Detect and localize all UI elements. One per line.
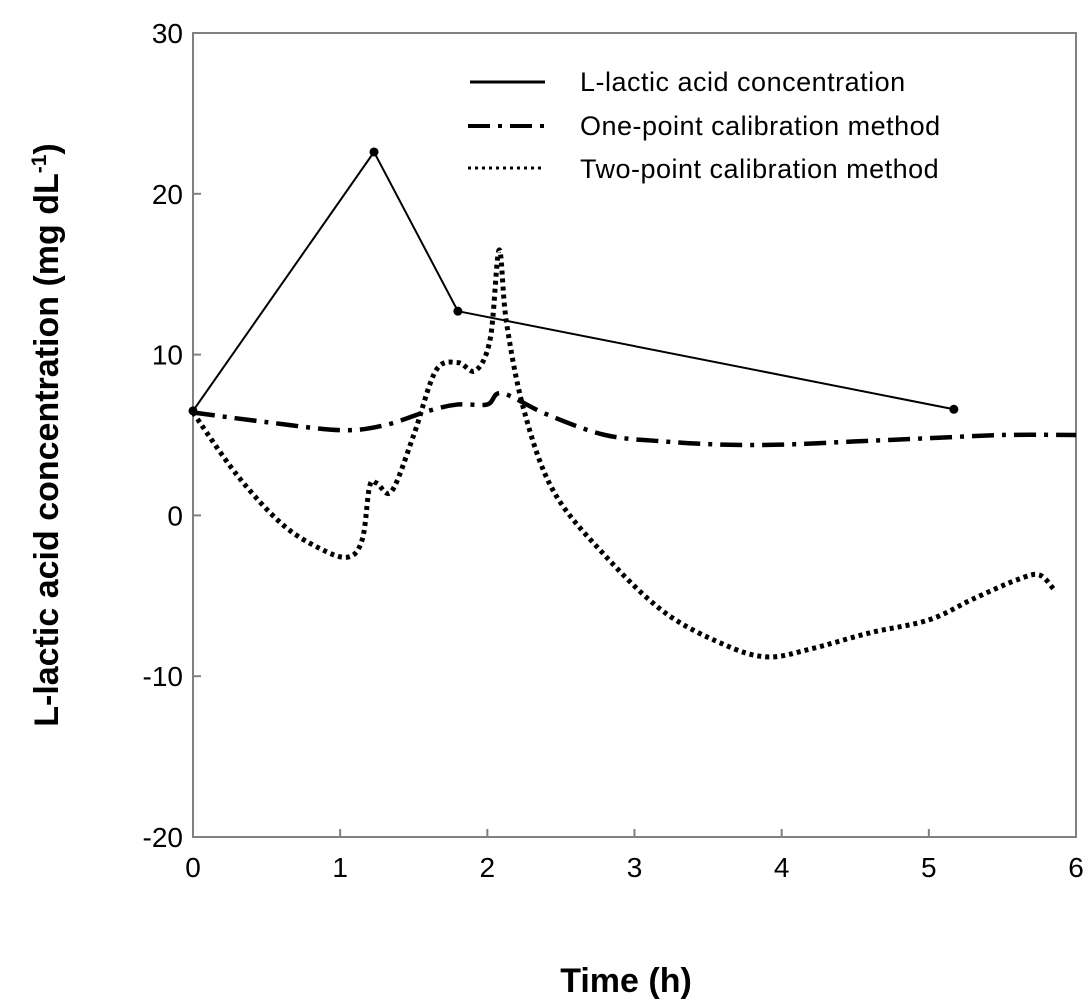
x-tick-label-1: 1 [332, 852, 348, 883]
y-axis-title: L-lactic acid concentration (mg dL-1) [28, 143, 66, 727]
y-tick-label-2: 0 [167, 500, 183, 531]
y-axis-title-main: L-lactic acid concentration (mg dL [28, 173, 66, 727]
x-axis-title: Time (h) [560, 962, 692, 1000]
y-tick-label-1: -10 [143, 661, 183, 692]
x-tick-label-4: 4 [774, 852, 790, 883]
legend-label-one-point: One-point calibration method [580, 111, 941, 141]
y-axis-title-close: ) [28, 143, 66, 154]
y-axis: -20 -10 0 10 20 30 [143, 18, 201, 853]
y-axis-title-superscript: -1 [28, 154, 51, 173]
y-tick-label-0: -20 [143, 822, 183, 853]
series-line-2 [190, 247, 1056, 660]
series-0-point-2 [453, 306, 463, 316]
series-line-1 [192, 390, 1077, 448]
legend: L-lactic acid concentration One-point ca… [468, 67, 941, 184]
legend-label-lactic: L-lactic acid concentration [580, 67, 906, 97]
x-tick-label-3: 3 [627, 852, 643, 883]
x-tick-label-5: 5 [921, 852, 937, 883]
x-axis: 0 1 2 3 4 5 6 [185, 829, 1084, 883]
series-line-0 [192, 150, 955, 412]
series-layer [188, 147, 1077, 660]
legend-label-two-point: Two-point calibration method [580, 154, 939, 184]
x-tick-label-6: 6 [1068, 852, 1084, 883]
y-tick-label-4: 20 [152, 179, 183, 210]
series-0-point-1 [369, 147, 379, 157]
y-tick-label-5: 30 [152, 18, 183, 49]
y-tick-label-3: 10 [152, 340, 183, 371]
x-tick-label-2: 2 [480, 852, 496, 883]
x-tick-label-0: 0 [185, 852, 201, 883]
series-0-point-3 [949, 404, 959, 414]
